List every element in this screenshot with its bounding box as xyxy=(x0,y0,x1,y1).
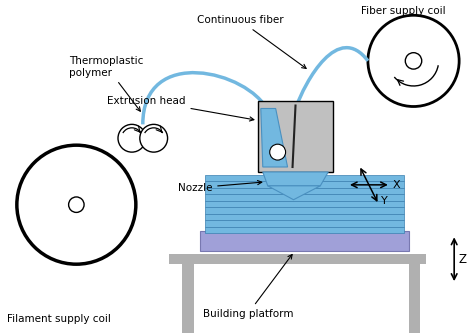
Text: Filament supply coil: Filament supply coil xyxy=(7,314,111,324)
Bar xyxy=(182,264,194,334)
Text: Nozzle: Nozzle xyxy=(178,180,262,193)
Bar xyxy=(205,194,403,201)
Text: Z: Z xyxy=(458,253,466,266)
Bar xyxy=(201,231,409,251)
Bar xyxy=(205,181,403,188)
Polygon shape xyxy=(268,186,320,200)
Circle shape xyxy=(140,124,168,152)
Bar xyxy=(169,254,427,264)
Bar xyxy=(409,264,420,334)
Text: Building platform: Building platform xyxy=(203,255,293,319)
Circle shape xyxy=(270,144,286,160)
Circle shape xyxy=(118,124,146,152)
Bar xyxy=(205,214,403,220)
Text: X: X xyxy=(392,180,401,190)
Text: Thermoplastic
polymer: Thermoplastic polymer xyxy=(69,56,144,111)
Polygon shape xyxy=(263,172,328,186)
Bar xyxy=(205,207,403,214)
Text: Continuous fiber: Continuous fiber xyxy=(197,15,306,68)
Text: Extrusion head: Extrusion head xyxy=(107,96,254,121)
Bar xyxy=(205,201,403,207)
Circle shape xyxy=(17,145,136,264)
Circle shape xyxy=(69,197,84,212)
Bar xyxy=(258,101,333,172)
Polygon shape xyxy=(261,109,288,167)
Bar xyxy=(205,188,403,194)
Text: Fiber supply coil: Fiber supply coil xyxy=(361,6,446,16)
Bar xyxy=(205,226,403,233)
Bar xyxy=(205,175,403,181)
Circle shape xyxy=(368,15,459,107)
Circle shape xyxy=(405,53,422,69)
Text: Y: Y xyxy=(381,196,388,206)
Bar xyxy=(205,220,403,226)
